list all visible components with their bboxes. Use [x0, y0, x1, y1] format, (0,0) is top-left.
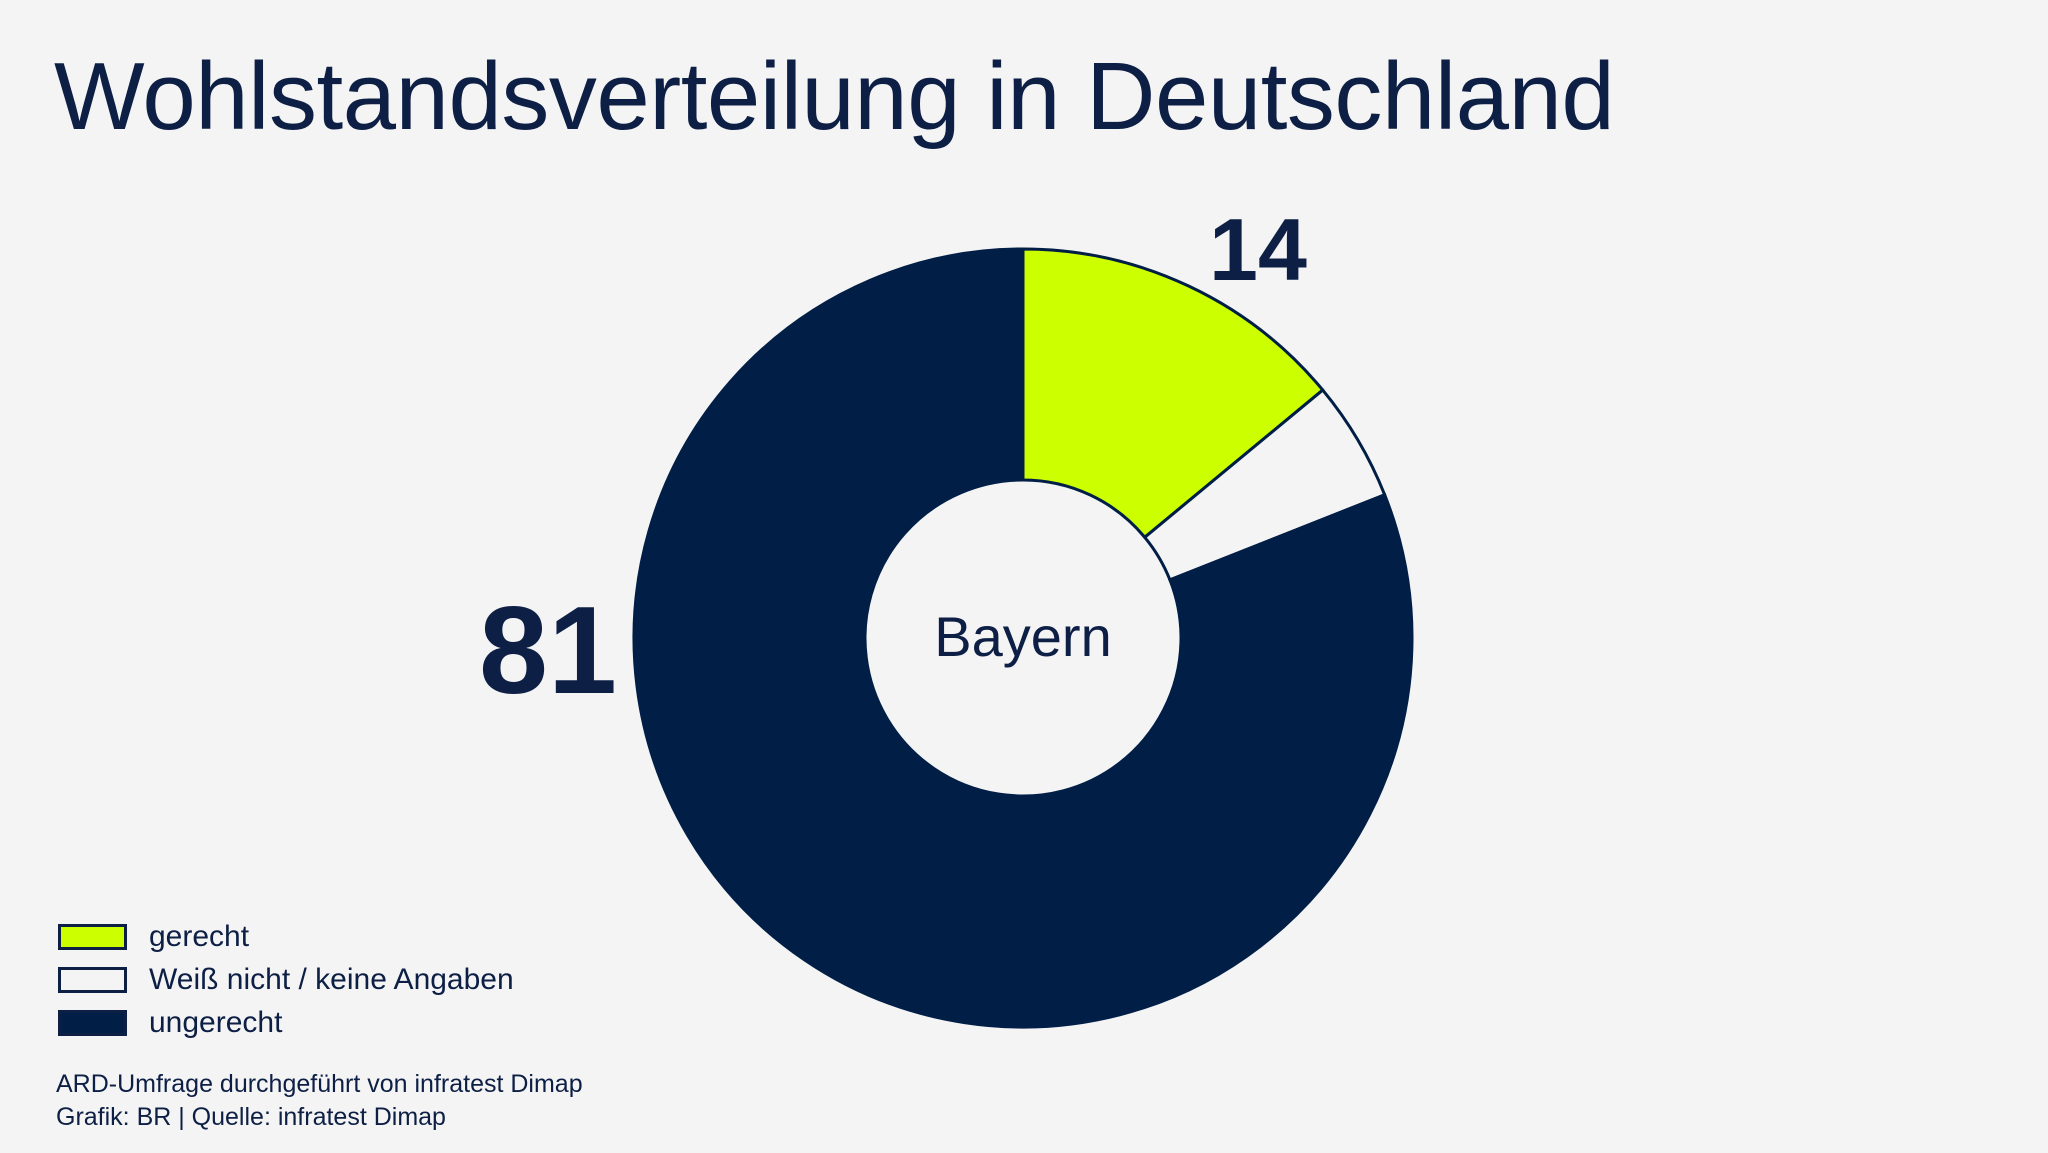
legend-item-weiss-nicht: Weiß nicht / keine Angaben [58, 958, 514, 1001]
source-note: ARD-Umfrage durchgeführt von infratest D… [56, 1068, 583, 1134]
source-line-survey: ARD-Umfrage durchgeführt von infratest D… [56, 1070, 583, 1098]
source-line-credit: Grafik: BR | Quelle: infratest Dimap [56, 1103, 446, 1131]
center-label: Bayern [934, 605, 1111, 668]
legend-swatch-gerecht [58, 923, 127, 950]
legend-item-gerecht: gerecht [58, 915, 514, 958]
data-label-2: 81 [479, 582, 617, 720]
donut-slice-0 [1021, 247, 1325, 540]
legend: gerecht Weiß nicht / keine Angaben unger… [58, 915, 514, 1044]
legend-label-ungerecht: ungerecht [149, 1005, 283, 1039]
data-label-0: 14 [1209, 200, 1307, 299]
legend-label-weiss-nicht: Weiß nicht / keine Angaben [149, 962, 514, 996]
legend-swatch-ungerecht [58, 1009, 127, 1036]
donut-slice-2 [632, 247, 1414, 1029]
legend-label-gerecht: gerecht [149, 919, 250, 953]
legend-item-ungerecht: ungerecht [58, 1001, 514, 1044]
chart-title: Wohlstandsverteilung in Deutschland [54, 43, 1615, 150]
legend-swatch-weiss-nicht [58, 966, 127, 993]
